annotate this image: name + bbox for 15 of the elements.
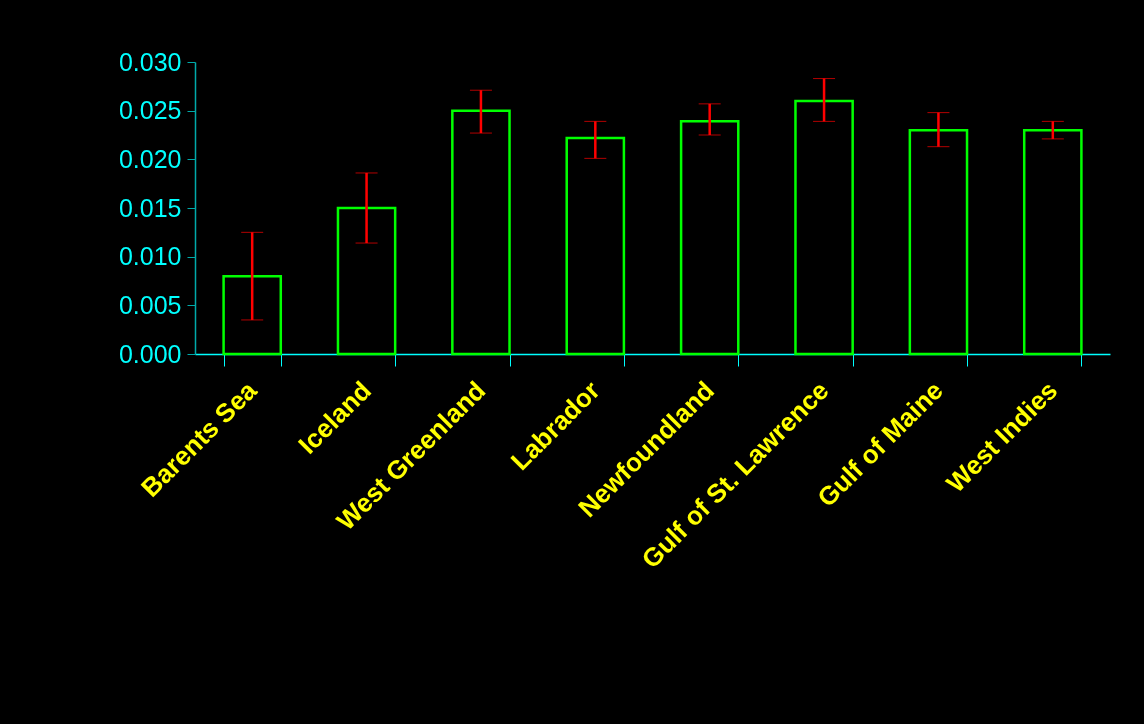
y-tick-label: 0.020: [118, 144, 182, 173]
y-tick-label: 0.010: [118, 242, 182, 271]
bar: [1022, 128, 1083, 356]
y-tick-label: 0.030: [118, 47, 182, 76]
y-tick-label: 0.005: [118, 290, 182, 319]
y-tick-label: 0.025: [118, 96, 182, 125]
y-tick-label: 0.015: [118, 193, 182, 222]
y-tick-label: 0.000: [118, 339, 182, 368]
bar: [336, 206, 397, 356]
bar: [451, 109, 511, 356]
bar: [222, 274, 283, 356]
bar: [794, 99, 854, 356]
bar: [679, 120, 740, 356]
bar: [908, 128, 969, 356]
bar: [565, 136, 626, 356]
